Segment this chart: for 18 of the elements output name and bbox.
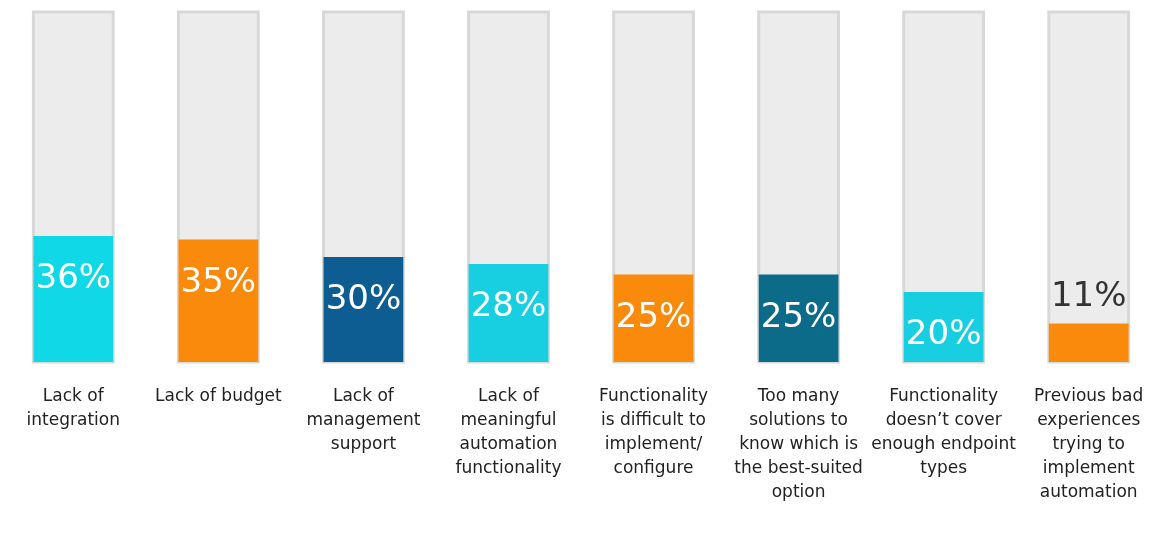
data-label: 25% (760, 294, 837, 335)
x-tick-label: Previous bad experiences trying to implement automation (1034, 384, 1144, 501)
data-label: 30% (325, 277, 402, 317)
bar (1048, 323, 1129, 362)
data-label: 11% (1050, 273, 1127, 314)
x-tick-label: Too many solutions to know which is the best-suited option (734, 384, 863, 501)
x-tick-label: Functionality is difficult to implement/ configure (599, 384, 708, 477)
data-label: 20% (905, 312, 982, 352)
data-label: 25% (615, 294, 692, 335)
x-tick-label: Functionality doesn’t cover enough endpoint types (871, 384, 1017, 477)
data-label: 28% (470, 284, 547, 324)
x-tick-label: Lack of management support (306, 384, 421, 453)
data-label: 35% (180, 259, 257, 300)
x-tick-label: Lack of integration (26, 384, 120, 429)
x-tick-label: Lack of budget (155, 384, 282, 405)
data-label: 36% (35, 256, 112, 296)
bar (323, 257, 404, 362)
x-tick-label: Lack of meaningful automation functionality (455, 384, 562, 477)
